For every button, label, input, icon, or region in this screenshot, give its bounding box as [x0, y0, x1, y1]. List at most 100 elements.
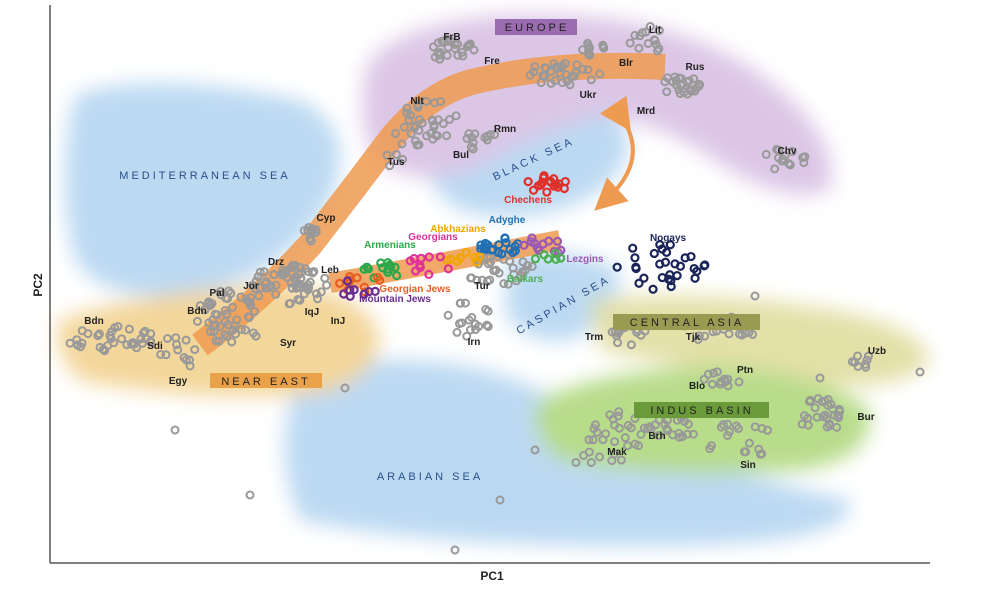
- sample-point: [211, 320, 221, 330]
- population-label: Bul: [453, 150, 469, 161]
- sample-point: [374, 275, 385, 285]
- sample-point: [612, 262, 622, 272]
- sample-point: [595, 69, 605, 79]
- sample-point: [429, 98, 439, 108]
- caspian-area: [505, 250, 620, 341]
- sample-point: [708, 368, 718, 378]
- sample-point: [98, 344, 108, 354]
- sample-point: [489, 266, 499, 276]
- sample-point: [105, 331, 115, 341]
- population-label: Pal: [209, 288, 224, 299]
- sample-point: [410, 136, 420, 146]
- sample-point: [532, 243, 543, 253]
- sample-point: [410, 266, 421, 276]
- sample-point: [654, 26, 664, 36]
- population-label: Brh: [648, 431, 665, 442]
- sample-point: [185, 355, 195, 365]
- sample-point: [646, 424, 656, 434]
- labels: Chechens AdygheAbkhaziansGeorgiansArmenia…: [84, 25, 886, 471]
- population-label: Tjk: [686, 332, 701, 343]
- sample-point: [269, 270, 279, 280]
- sample-point: [554, 179, 564, 189]
- sample-point: [812, 412, 822, 422]
- sample-point: [541, 63, 551, 73]
- sample-point: [530, 254, 541, 264]
- sample-point: [523, 177, 533, 187]
- sample-point: [227, 302, 237, 312]
- sample-point: [251, 276, 261, 286]
- sample-point: [700, 331, 710, 341]
- sample-point: [686, 86, 696, 96]
- sample-point: [482, 320, 492, 330]
- sample-point: [244, 313, 254, 323]
- sample-point: [823, 394, 833, 404]
- sample-point: [232, 315, 242, 325]
- sample-point: [787, 146, 797, 156]
- sea-label: MEDITERRANEAN SEA: [119, 170, 290, 182]
- sample-point: [260, 279, 270, 289]
- group-label: Georgians: [408, 232, 458, 243]
- group-label: Adyghe: [489, 215, 526, 226]
- sample-point: [406, 129, 416, 139]
- sample-point: [578, 45, 588, 55]
- sample-point: [465, 325, 475, 335]
- sample-point: [471, 257, 482, 267]
- sample-point: [628, 243, 638, 253]
- sample-point: [200, 305, 210, 315]
- sample-point: [652, 46, 662, 56]
- sample-point: [340, 383, 350, 393]
- indus-area: [535, 365, 871, 474]
- sample-point: [774, 153, 784, 163]
- sample-point: [641, 27, 651, 37]
- sample-point: [236, 324, 246, 334]
- sample-point: [527, 233, 537, 243]
- sample-point: [467, 273, 477, 283]
- sample-point: [405, 256, 415, 266]
- sample-point: [536, 180, 546, 190]
- population-label: Drz: [268, 257, 284, 268]
- sample-point: [613, 411, 623, 421]
- sample-point: [734, 377, 744, 387]
- mediterranean-area: [65, 83, 340, 296]
- sample-point: [476, 244, 486, 254]
- population-label: Bdn: [187, 306, 206, 317]
- sample-point: [675, 89, 685, 99]
- population-label: InJ: [331, 316, 345, 327]
- sample-point: [530, 62, 540, 72]
- population-label: Cyp: [317, 213, 336, 224]
- sample-point: [376, 258, 386, 268]
- sample-point: [170, 425, 180, 435]
- sample-point: [583, 65, 593, 75]
- sample-point: [464, 315, 474, 325]
- population-label: Uzb: [868, 346, 886, 357]
- sample-point: [122, 340, 132, 350]
- sample-point: [530, 445, 540, 455]
- population-label: Sdi: [147, 341, 163, 352]
- sample-point: [181, 335, 191, 345]
- sample-point: [77, 326, 87, 336]
- sample-point: [639, 273, 649, 283]
- points: [65, 21, 925, 555]
- sample-point: [241, 295, 251, 305]
- sample-point: [93, 331, 103, 341]
- sample-point: [586, 457, 596, 467]
- sample-point: [804, 396, 814, 406]
- sample-point: [452, 256, 463, 266]
- sample-point: [508, 263, 518, 273]
- population-label: Blo: [689, 381, 705, 392]
- sample-point: [707, 379, 717, 389]
- sample-point: [705, 444, 715, 454]
- sample-point: [72, 335, 82, 345]
- sample-point: [676, 74, 686, 84]
- sample-point: [402, 103, 412, 113]
- sample-point: [322, 280, 332, 290]
- sample-point: [770, 164, 780, 174]
- sample-point: [589, 424, 599, 434]
- sample-point: [666, 281, 676, 292]
- sample-point: [458, 51, 468, 61]
- x-axis-label: PC1: [480, 569, 504, 583]
- sample-point: [485, 275, 495, 285]
- sample-point: [429, 120, 439, 130]
- sample-point: [567, 72, 577, 82]
- sample-point: [311, 289, 321, 299]
